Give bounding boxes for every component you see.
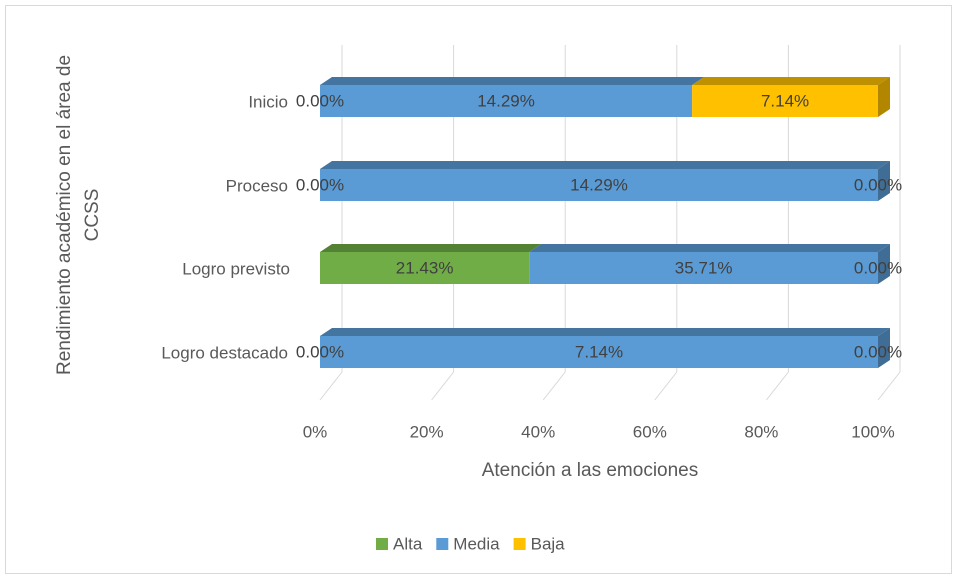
floor-grid-line xyxy=(766,371,789,401)
bar-top xyxy=(692,77,890,85)
y-tick-label: Inicio xyxy=(248,92,288,111)
data-label: 7.14% xyxy=(575,342,623,361)
y-tick-label: Logro destacado xyxy=(161,343,288,362)
x-tick-label: 20% xyxy=(410,422,444,441)
bar-top xyxy=(320,77,705,85)
data-label: 0.00% xyxy=(854,175,902,194)
x-tick-label: 60% xyxy=(633,422,667,441)
data-label: 0.00% xyxy=(296,175,344,194)
data-label: 21.43% xyxy=(396,258,454,277)
data-label: 0.00% xyxy=(296,342,344,361)
legend-label: Alta xyxy=(393,534,423,553)
floor-grid-line xyxy=(654,371,678,401)
bar-top xyxy=(320,328,890,336)
y-tick-label: Proceso xyxy=(226,176,288,195)
bar-top xyxy=(320,244,542,252)
x-axis-title: Atención a las emociones xyxy=(482,460,699,481)
bar xyxy=(529,252,878,284)
data-label: 14.29% xyxy=(570,175,628,194)
legend-swatch xyxy=(376,538,388,550)
bar-top xyxy=(320,161,890,169)
data-label: 0.00% xyxy=(854,342,902,361)
data-label: 0.00% xyxy=(854,258,902,277)
data-label: 14.29% xyxy=(477,91,535,110)
floor-grid-line xyxy=(319,371,343,401)
x-tick-label: 40% xyxy=(521,422,555,441)
x-tick-label: 0% xyxy=(303,422,328,441)
bar-side xyxy=(878,77,890,117)
bar-side xyxy=(878,244,890,284)
x-tick-label: 100% xyxy=(851,422,894,441)
bar-top xyxy=(529,244,890,252)
legend-swatch xyxy=(513,538,526,550)
bar xyxy=(320,169,878,201)
data-label: 7.14% xyxy=(761,91,809,110)
legend-label: Baja xyxy=(531,534,566,553)
data-label: 0.00% xyxy=(296,91,344,110)
floor-grid-line xyxy=(542,371,566,401)
y-axis-title: Rendimiento académico en el área de xyxy=(54,55,75,375)
y-tick-label: Logro previsto xyxy=(182,259,290,278)
bar-side xyxy=(878,161,890,201)
y-axis-title: CCSS xyxy=(82,189,103,242)
floor-grid-line xyxy=(877,371,901,401)
floor-grid-line xyxy=(431,371,454,401)
bar-side xyxy=(878,328,890,368)
bar xyxy=(692,85,878,117)
legend-label: Media xyxy=(453,534,500,553)
x-tick-label: 80% xyxy=(744,422,778,441)
bar xyxy=(320,85,693,117)
bar xyxy=(320,336,878,368)
legend-swatch xyxy=(436,538,449,550)
data-label: 35.71% xyxy=(675,258,733,277)
bar xyxy=(320,252,530,284)
y-axis-title-group: Rendimiento académico en el área de CCSS xyxy=(54,55,103,375)
